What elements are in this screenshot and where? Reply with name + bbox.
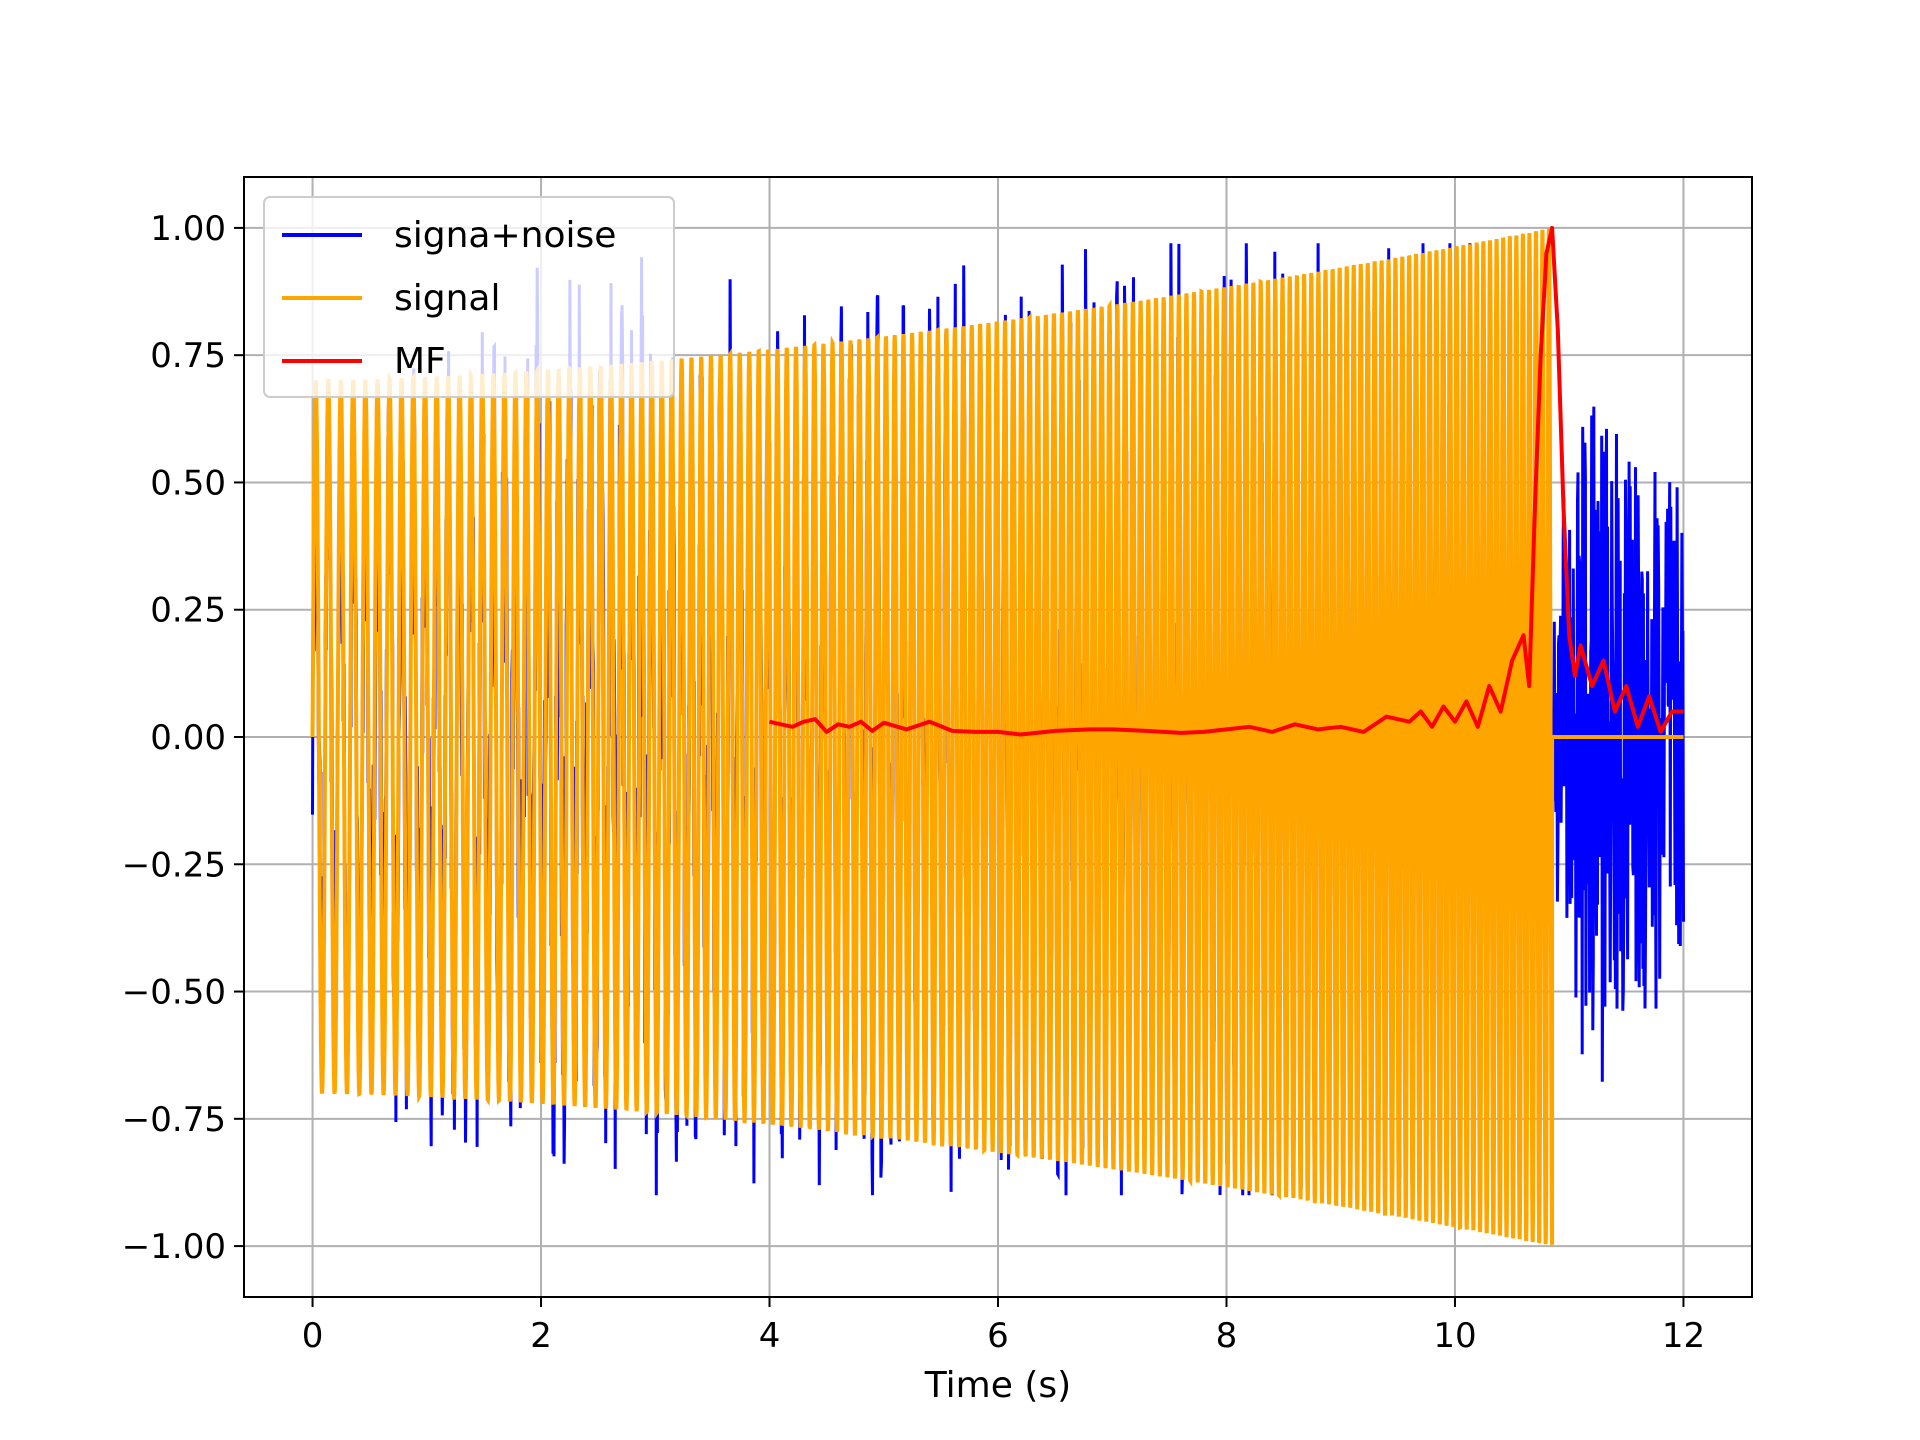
x-axis-label: Time (s) (924, 1365, 1071, 1406)
x-tick-label: 2 (530, 1316, 552, 1356)
series-line-signal (310, 228, 1684, 1245)
x-tick-label: 12 (1662, 1316, 1705, 1356)
y-axis: 1.00 0.75 0.50 0.25 0.00 −0.25 −0.50 −0.75 −1.00 (122, 209, 244, 1267)
y-tick-label: −0.75 (122, 1100, 226, 1140)
y-tick-label: 1.00 (150, 209, 226, 249)
legend-label: signal (394, 278, 501, 319)
x-tick-label: 6 (987, 1316, 1009, 1356)
legend-label: signa+noise (394, 215, 616, 256)
series-line-mf (769, 225, 1684, 737)
y-tick-label: −0.25 (122, 845, 226, 885)
x-tick-label: 0 (302, 1316, 324, 1356)
x-axis: 0 2 4 6 8 10 12 (302, 1297, 1705, 1356)
y-tick-label: −1.00 (122, 1227, 226, 1267)
y-tick-label: 0.50 (150, 463, 226, 503)
x-tick-label: 4 (759, 1316, 781, 1356)
x-tick-label: 8 (1216, 1316, 1238, 1356)
y-tick-label: 0.25 (150, 591, 226, 631)
legend-box (263, 196, 675, 398)
y-tick-label: 0.00 (150, 718, 226, 758)
y-tick-label: 0.75 (150, 336, 226, 376)
series-layer (310, 225, 1685, 1245)
x-tick-label: 10 (1433, 1316, 1476, 1356)
legend: signa+noise signal MF (263, 196, 675, 398)
y-tick-label: −0.50 (122, 973, 226, 1013)
legend-label: MF (394, 341, 446, 382)
plot-area (310, 225, 1685, 1245)
